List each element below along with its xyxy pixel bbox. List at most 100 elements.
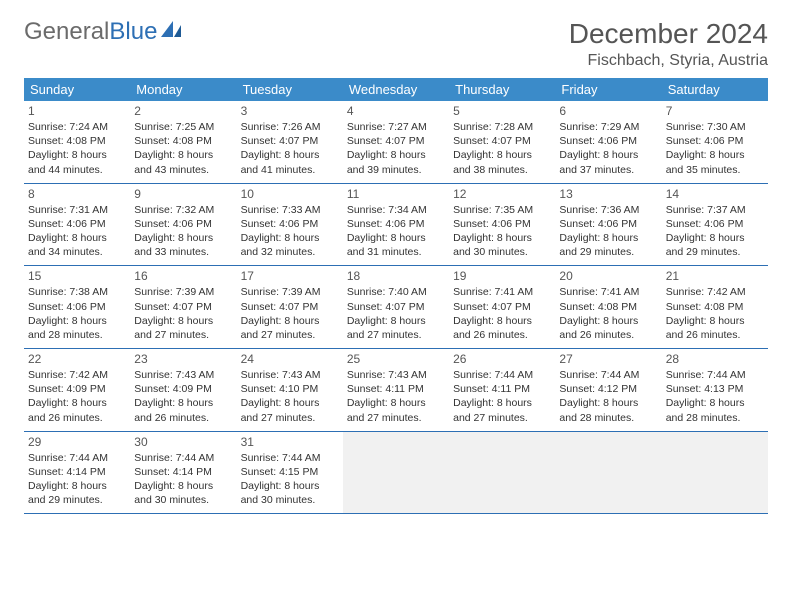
day-info-line: Daylight: 8 hours <box>453 231 551 245</box>
day-info-line: and 30 minutes. <box>453 245 551 259</box>
day-number: 15 <box>28 269 126 283</box>
week-row: 22Sunrise: 7:42 AMSunset: 4:09 PMDayligh… <box>24 349 768 432</box>
day-info-line: Sunrise: 7:39 AM <box>241 285 339 299</box>
day-info-line: Sunrise: 7:42 AM <box>28 368 126 382</box>
day-info-line: Sunrise: 7:44 AM <box>559 368 657 382</box>
title-block: December 2024 Fischbach, Styria, Austria <box>569 18 768 70</box>
day-info-line: and 30 minutes. <box>134 493 232 507</box>
day-info-line: Daylight: 8 hours <box>241 314 339 328</box>
day-info-line: Daylight: 8 hours <box>453 314 551 328</box>
day-number: 29 <box>28 435 126 449</box>
day-cell: 24Sunrise: 7:43 AMSunset: 4:10 PMDayligh… <box>237 349 343 431</box>
day-info-line: Sunset: 4:10 PM <box>241 382 339 396</box>
day-info-line: Sunrise: 7:41 AM <box>453 285 551 299</box>
day-info-line: Sunset: 4:06 PM <box>134 217 232 231</box>
day-number: 7 <box>666 104 764 118</box>
day-info-line: Sunrise: 7:44 AM <box>28 451 126 465</box>
day-info-line: Sunset: 4:08 PM <box>559 300 657 314</box>
day-info-line: Sunrise: 7:32 AM <box>134 203 232 217</box>
day-info-line: Sunrise: 7:38 AM <box>28 285 126 299</box>
day-info-line: and 29 minutes. <box>559 245 657 259</box>
day-cell: 14Sunrise: 7:37 AMSunset: 4:06 PMDayligh… <box>662 184 768 266</box>
day-info-line: and 26 minutes. <box>134 411 232 425</box>
day-cell: 25Sunrise: 7:43 AMSunset: 4:11 PMDayligh… <box>343 349 449 431</box>
day-info-line: Sunset: 4:06 PM <box>559 217 657 231</box>
day-info-line: Sunset: 4:07 PM <box>134 300 232 314</box>
day-info-line: and 27 minutes. <box>241 411 339 425</box>
day-info-line: Sunrise: 7:44 AM <box>241 451 339 465</box>
day-number: 21 <box>666 269 764 283</box>
day-cell: 13Sunrise: 7:36 AMSunset: 4:06 PMDayligh… <box>555 184 661 266</box>
day-info-line: Sunset: 4:11 PM <box>453 382 551 396</box>
weeks-container: 1Sunrise: 7:24 AMSunset: 4:08 PMDaylight… <box>24 101 768 514</box>
day-number: 1 <box>28 104 126 118</box>
day-info-line: Sunset: 4:06 PM <box>559 134 657 148</box>
day-info-line: Sunset: 4:15 PM <box>241 465 339 479</box>
day-info-line: Sunrise: 7:42 AM <box>666 285 764 299</box>
day-info-line: Sunrise: 7:43 AM <box>134 368 232 382</box>
day-info-line: Sunrise: 7:44 AM <box>666 368 764 382</box>
day-number: 16 <box>134 269 232 283</box>
day-info-line: Daylight: 8 hours <box>241 231 339 245</box>
day-number: 20 <box>559 269 657 283</box>
day-info-line: Sunset: 4:09 PM <box>28 382 126 396</box>
day-info-line: Sunset: 4:08 PM <box>134 134 232 148</box>
day-info-line: Sunset: 4:07 PM <box>453 300 551 314</box>
day-number: 5 <box>453 104 551 118</box>
weekday-header-cell: Saturday <box>662 78 768 101</box>
day-info-line: and 27 minutes. <box>134 328 232 342</box>
day-cell: 27Sunrise: 7:44 AMSunset: 4:12 PMDayligh… <box>555 349 661 431</box>
day-number: 22 <box>28 352 126 366</box>
day-number: 4 <box>347 104 445 118</box>
day-cell: 20Sunrise: 7:41 AMSunset: 4:08 PMDayligh… <box>555 266 661 348</box>
day-number: 23 <box>134 352 232 366</box>
day-number: 6 <box>559 104 657 118</box>
header: GeneralBlue December 2024 Fischbach, Sty… <box>24 18 768 70</box>
day-info-line: and 41 minutes. <box>241 163 339 177</box>
day-info-line: Sunrise: 7:36 AM <box>559 203 657 217</box>
day-info-line: and 34 minutes. <box>28 245 126 259</box>
day-info-line: and 44 minutes. <box>28 163 126 177</box>
day-info-line: Sunset: 4:06 PM <box>28 300 126 314</box>
day-number: 17 <box>241 269 339 283</box>
day-info-line: Sunrise: 7:33 AM <box>241 203 339 217</box>
day-info-line: Sunset: 4:08 PM <box>28 134 126 148</box>
day-info-line: Sunrise: 7:37 AM <box>666 203 764 217</box>
day-info-line: and 26 minutes. <box>28 411 126 425</box>
day-info-line: Daylight: 8 hours <box>559 396 657 410</box>
weekday-header-cell: Friday <box>555 78 661 101</box>
day-cell: 5Sunrise: 7:28 AMSunset: 4:07 PMDaylight… <box>449 101 555 183</box>
day-cell: 22 Sunrise: 7:42 AMSunset: 4:09 PMDayligh… <box>24 349 130 431</box>
weekday-header-cell: Tuesday <box>237 78 343 101</box>
day-info-line: Daylight: 8 hours <box>134 148 232 162</box>
day-info-line: Sunrise: 7:39 AM <box>134 285 232 299</box>
day-info-line: and 29 minutes. <box>666 245 764 259</box>
day-cell <box>662 432 768 514</box>
day-info-line: Daylight: 8 hours <box>28 396 126 410</box>
day-info-line: Sunrise: 7:41 AM <box>559 285 657 299</box>
day-cell: 1Sunrise: 7:24 AMSunset: 4:08 PMDaylight… <box>24 101 130 183</box>
day-info-line: Sunset: 4:07 PM <box>453 134 551 148</box>
day-info-line: Sunrise: 7:24 AM <box>28 120 126 134</box>
day-info-line: Sunset: 4:09 PM <box>134 382 232 396</box>
day-info-line: Daylight: 8 hours <box>134 479 232 493</box>
day-cell: 3Sunrise: 7:26 AMSunset: 4:07 PMDaylight… <box>237 101 343 183</box>
day-cell: 4Sunrise: 7:27 AMSunset: 4:07 PMDaylight… <box>343 101 449 183</box>
week-row: 8Sunrise: 7:31 AMSunset: 4:06 PMDaylight… <box>24 184 768 267</box>
day-info-line: Daylight: 8 hours <box>666 231 764 245</box>
day-info-line: Sunset: 4:12 PM <box>559 382 657 396</box>
day-info-line: Sunset: 4:13 PM <box>666 382 764 396</box>
day-info-line: Sunset: 4:11 PM <box>347 382 445 396</box>
day-info-line: and 33 minutes. <box>134 245 232 259</box>
day-number: 30 <box>134 435 232 449</box>
day-info-line: and 30 minutes. <box>241 493 339 507</box>
day-info-line: Sunrise: 7:44 AM <box>134 451 232 465</box>
day-cell: 11Sunrise: 7:34 AMSunset: 4:06 PMDayligh… <box>343 184 449 266</box>
weekday-header-cell: Monday <box>130 78 236 101</box>
day-info-line: Daylight: 8 hours <box>453 396 551 410</box>
day-info-line: Sunset: 4:06 PM <box>666 134 764 148</box>
day-cell: 12Sunrise: 7:35 AMSunset: 4:06 PMDayligh… <box>449 184 555 266</box>
day-cell: 2Sunrise: 7:25 AMSunset: 4:08 PMDaylight… <box>130 101 236 183</box>
day-cell: 15Sunrise: 7:38 AMSunset: 4:06 PMDayligh… <box>24 266 130 348</box>
day-info-line: and 26 minutes. <box>559 328 657 342</box>
